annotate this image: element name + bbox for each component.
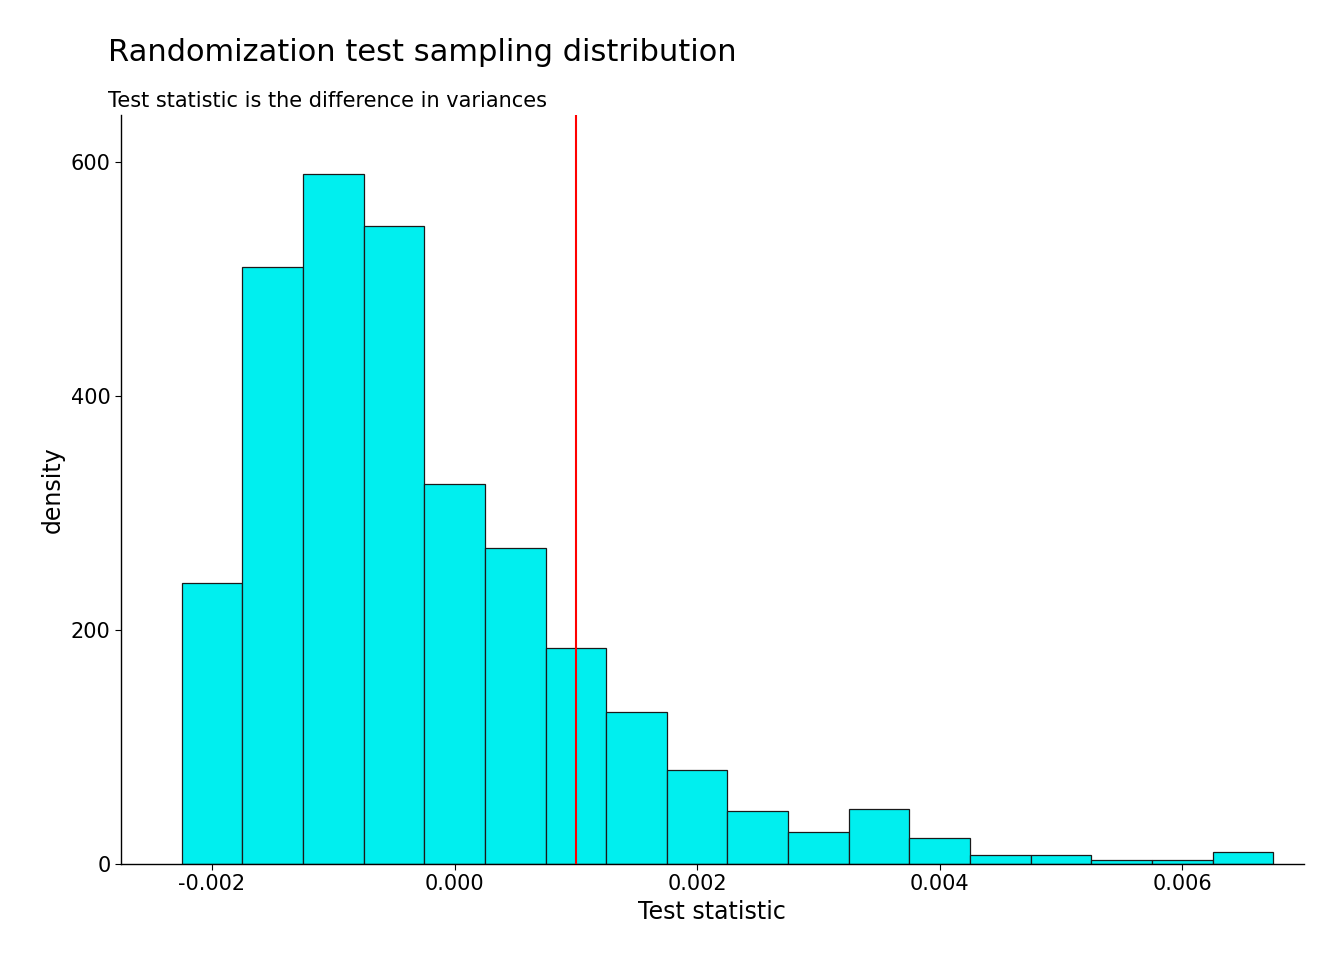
Bar [425,484,485,864]
Bar [667,770,727,864]
Text: Randomization test sampling distribution: Randomization test sampling distribution [108,38,737,67]
Bar [970,854,1031,864]
Bar [364,227,425,864]
Y-axis label: density: density [42,446,65,533]
Bar [546,648,606,864]
Bar [181,584,242,864]
Bar [1212,852,1273,864]
Text: Test statistic is the difference in variances: Test statistic is the difference in vari… [108,91,547,111]
Bar [302,174,364,864]
Bar [788,832,849,864]
Bar [1091,860,1152,864]
Bar [910,838,970,864]
Bar [727,811,788,864]
Bar [242,267,302,864]
Bar [849,809,910,864]
Bar [1031,854,1091,864]
Bar [1152,860,1212,864]
X-axis label: Test statistic: Test statistic [638,900,786,924]
Bar [606,712,667,864]
Bar [485,548,546,864]
